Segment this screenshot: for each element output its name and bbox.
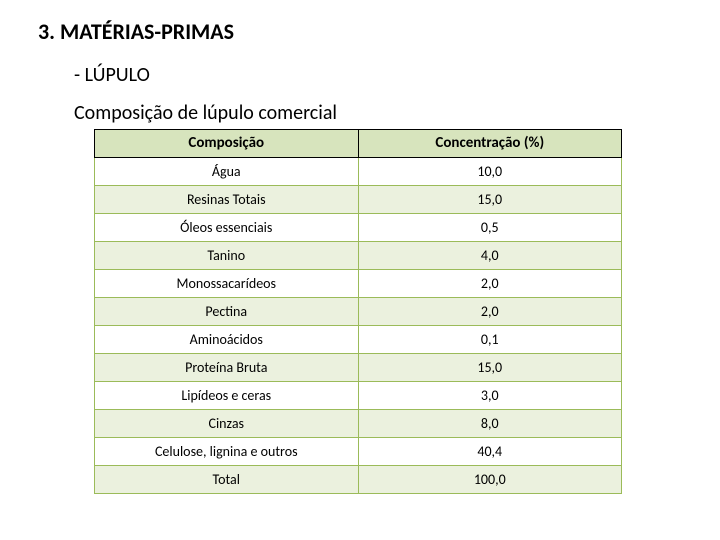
table-row: Celulose, lignina e outros40,4 — [95, 438, 622, 466]
cell-concentration: 0,1 — [358, 326, 621, 354]
table-row: Lipídeos e ceras3,0 — [95, 382, 622, 410]
subheading-1: - LÚPULO — [74, 63, 690, 87]
cell-concentration: 3,0 — [358, 382, 621, 410]
cell-composition: Pectina — [95, 298, 359, 326]
cell-concentration: 10,0 — [358, 158, 621, 186]
composition-table: Composição Concentração (%) Água10,0Resi… — [94, 129, 622, 494]
cell-composition: Lipídeos e ceras — [95, 382, 359, 410]
cell-concentration: 2,0 — [358, 270, 621, 298]
cell-concentration: 40,4 — [358, 438, 621, 466]
cell-composition: Aminoácidos — [95, 326, 359, 354]
subheading-2: Composição de lúpulo comercial — [74, 101, 690, 125]
cell-composition: Resinas Totais — [95, 186, 359, 214]
table-row: Total100,0 — [95, 466, 622, 494]
table-row: Resinas Totais15,0 — [95, 186, 622, 214]
cell-composition: Celulose, lignina e outros — [95, 438, 359, 466]
cell-composition: Cinzas — [95, 410, 359, 438]
table-row: Monossacarídeos2,0 — [95, 270, 622, 298]
cell-composition: Monossacarídeos — [95, 270, 359, 298]
table-wrap: Composição Concentração (%) Água10,0Resi… — [94, 129, 690, 494]
cell-concentration: 15,0 — [358, 186, 621, 214]
table-row: Óleos essenciais0,5 — [95, 214, 622, 242]
cell-composition: Óleos essenciais — [95, 214, 359, 242]
slide: 3. MATÉRIAS-PRIMAS - LÚPULO Composição d… — [0, 0, 720, 494]
section-heading: 3. MATÉRIAS-PRIMAS — [38, 18, 690, 45]
table-row: Pectina2,0 — [95, 298, 622, 326]
table-body: Água10,0Resinas Totais15,0Óleos essencia… — [95, 158, 622, 494]
cell-composition: Água — [95, 158, 359, 186]
table-header-row: Composição Concentração (%) — [95, 130, 622, 158]
cell-composition: Proteína Bruta — [95, 354, 359, 382]
col-header-concentration: Concentração (%) — [358, 130, 621, 158]
cell-concentration: 15,0 — [358, 354, 621, 382]
table-row: Tanino4,0 — [95, 242, 622, 270]
cell-concentration: 100,0 — [358, 466, 621, 494]
cell-concentration: 0,5 — [358, 214, 621, 242]
cell-concentration: 8,0 — [358, 410, 621, 438]
cell-composition: Total — [95, 466, 359, 494]
cell-concentration: 4,0 — [358, 242, 621, 270]
col-header-composition: Composição — [95, 130, 359, 158]
table-row: Aminoácidos0,1 — [95, 326, 622, 354]
cell-composition: Tanino — [95, 242, 359, 270]
table-row: Cinzas8,0 — [95, 410, 622, 438]
cell-concentration: 2,0 — [358, 298, 621, 326]
table-row: Água10,0 — [95, 158, 622, 186]
table-row: Proteína Bruta15,0 — [95, 354, 622, 382]
